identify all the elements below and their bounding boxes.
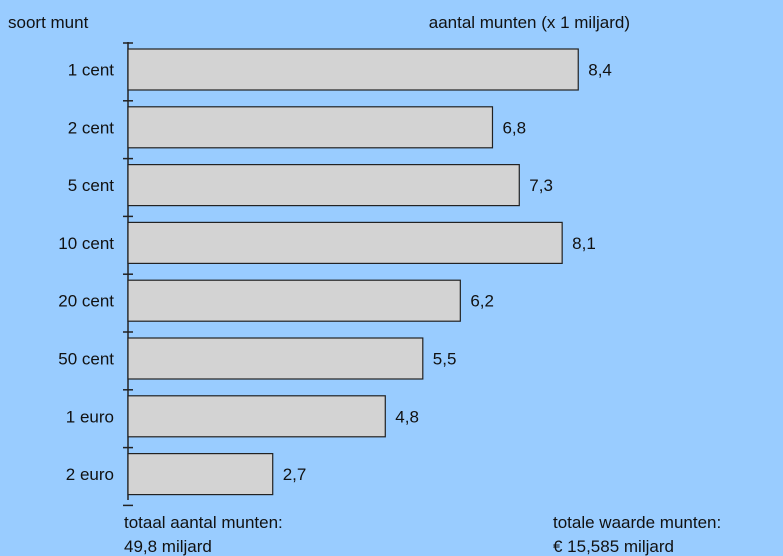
value-label: 6,2 <box>470 292 494 311</box>
x-axis-title: aantal munten (x 1 miljard) <box>429 13 630 32</box>
value-label: 4,8 <box>395 407 419 426</box>
value-label: 5,5 <box>433 350 457 369</box>
y-axis-title: soort munt <box>8 13 89 32</box>
value-labels: 8,4 6,8 7,3 8,1 6,2 5,5 4,8 2,7 <box>283 61 612 485</box>
bars <box>127 48 579 496</box>
category-label: 1 euro <box>66 407 114 426</box>
value-label: 7,3 <box>529 176 553 195</box>
bar-2-cent <box>127 106 494 149</box>
category-label: 2 cent <box>68 118 115 137</box>
category-ticks <box>123 42 133 507</box>
value-label: 8,1 <box>572 234 596 253</box>
bar-50-cent <box>127 337 424 380</box>
bar-10-cent <box>127 221 563 264</box>
category-label: 50 cent <box>58 350 114 369</box>
bar-1-cent <box>127 48 579 91</box>
value-label: 6,8 <box>502 118 526 137</box>
category-label: 5 cent <box>68 176 115 195</box>
category-label: 20 cent <box>58 292 114 311</box>
total-value-label: totale waarde munten: <box>553 513 721 532</box>
category-label: 10 cent <box>58 234 114 253</box>
category-label: 1 cent <box>68 61 115 80</box>
total-value-value: € 15,585 miljard <box>553 537 674 556</box>
bar-2-euro <box>127 453 274 496</box>
total-count-label: totaal aantal munten: <box>124 513 283 532</box>
bar-20-cent <box>127 279 461 322</box>
total-count-value: 49,8 miljard <box>124 537 212 556</box>
value-label: 8,4 <box>588 61 612 80</box>
bar-5-cent <box>127 164 520 207</box>
category-labels: 1 cent 2 cent 5 cent 10 cent 20 cent 50 cent 1… <box>58 61 114 485</box>
value-label: 2,7 <box>283 465 307 484</box>
bar-1-euro <box>127 395 386 438</box>
category-label: 2 euro <box>66 465 114 484</box>
